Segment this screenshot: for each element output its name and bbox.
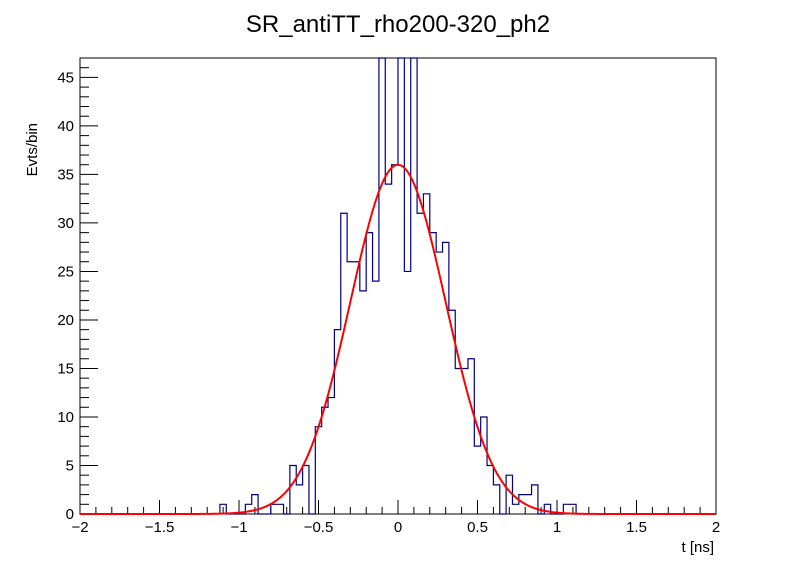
x-tick-label: −1 (230, 519, 247, 536)
histogram-series (219, 57, 583, 515)
y-tick-label: 15 (57, 360, 74, 377)
y-tick-label: 10 (57, 409, 74, 426)
gaussian-fit-line (80, 163, 716, 515)
y-tick-label: 40 (57, 118, 74, 135)
y-tick-label: 25 (57, 263, 74, 280)
y-axis-label: Evts/bin (24, 123, 41, 176)
y-tick-label: 20 (57, 312, 74, 329)
y-tick-label: 0 (66, 506, 74, 523)
y-tick-label: 35 (57, 166, 74, 183)
x-tick-label: −2 (71, 519, 88, 536)
y-tick-label: 5 (66, 457, 74, 474)
fit-curve-series (80, 163, 716, 515)
x-axis-label: t [ns] (681, 539, 714, 556)
x-tick-label: 1.5 (626, 519, 647, 536)
x-tick-label: −1.5 (145, 519, 175, 536)
x-tick-label: −0.5 (304, 519, 334, 536)
x-axis: −2 −1.5 −1 −0.5 0 0.5 1 1.5 2 (71, 500, 720, 536)
x-tick-label: 0.5 (467, 519, 488, 536)
histogram-outline (219, 57, 583, 515)
x-tick-label: 2 (712, 519, 720, 536)
y-tick-label: 30 (57, 215, 74, 232)
y-tick-label: 45 (57, 69, 74, 86)
x-tick-label: 0 (394, 519, 402, 536)
chart-title: SR_antiTT_rho200-320_ph2 (246, 11, 550, 38)
x-tick-label: 1 (553, 519, 561, 536)
